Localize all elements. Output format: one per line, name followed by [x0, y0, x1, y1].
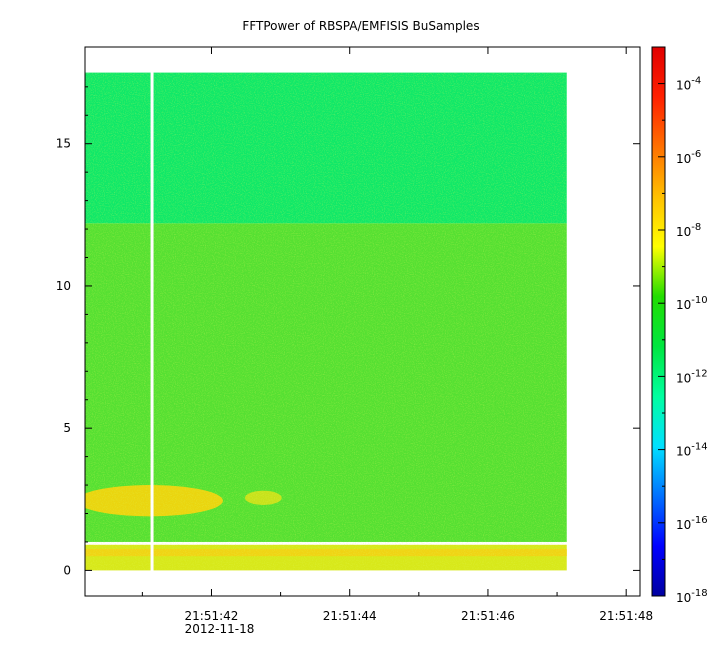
y-tick-label: 10	[56, 279, 71, 293]
x-tick-label: 21:51:46	[461, 609, 515, 623]
colorbar-axis: 10-18 10-16 10-14 10-12 10-10 10-8 10-6 10-4	[658, 46, 708, 605]
colorbar-tick-label: 10-18	[676, 588, 708, 605]
colorbar-tick-label: 10-4	[676, 76, 701, 93]
x-tick-date: 2012-11-18	[185, 622, 255, 636]
data-gap	[150, 71, 154, 572]
x-tick-label: 21:51:48	[599, 609, 653, 623]
x-tick-label: 21:51:44	[323, 609, 377, 623]
colorbar-tick-label: 10-6	[676, 149, 701, 166]
colorbar-tick-label: 10-8	[676, 222, 701, 239]
y-tick-label: 5	[63, 421, 71, 435]
colorbar-tick-label: 10-12	[676, 368, 708, 385]
colorbar	[651, 46, 666, 597]
colorbar-tick-label: 10-16	[676, 515, 708, 532]
spectrogram-noise	[85, 71, 567, 572]
colorbar-tick-label: 10-10	[676, 295, 708, 312]
plot-frame	[84, 46, 641, 597]
y-tick-label: 15	[56, 137, 71, 151]
y-tick-label: 0	[63, 563, 71, 577]
y-axis: 0 5 10 15	[56, 86, 640, 577]
x-tick-label: 21:51:42	[185, 609, 239, 623]
chart-title: FFTPower of RBSPA/EMFISIS BuSamples	[242, 19, 479, 33]
noise-texture	[85, 72, 567, 571]
colorbar-tick-label: 10-14	[676, 442, 708, 459]
